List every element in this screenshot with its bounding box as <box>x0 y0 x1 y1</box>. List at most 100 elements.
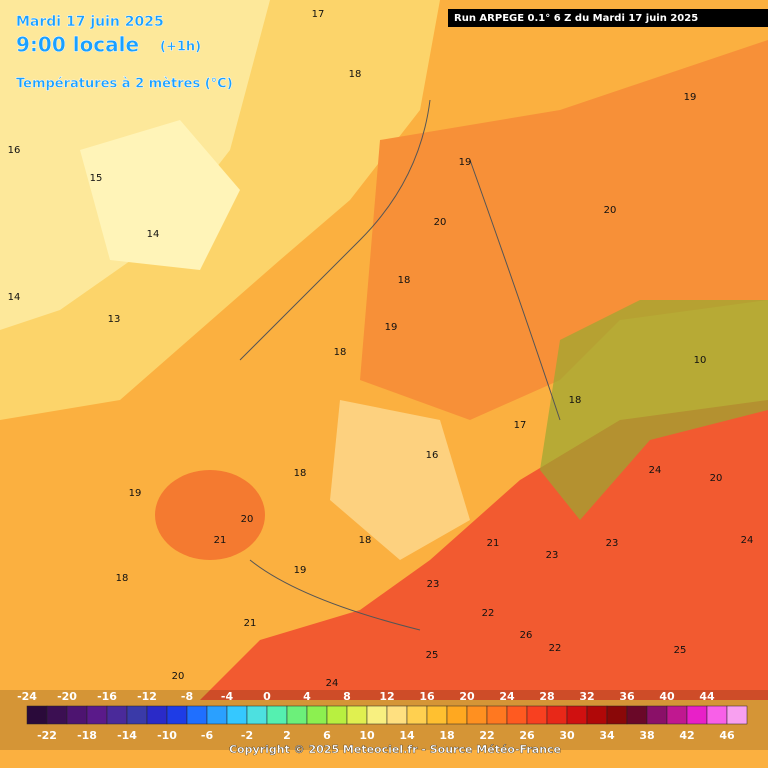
swatch <box>486 705 508 725</box>
swatch <box>186 705 208 725</box>
warm-zone <box>360 40 768 420</box>
color-scale: -24 -20 -16 -12 -8 -4 0 4 8 12 16 20 24 28 32 36 40 44-22… <box>0 690 768 750</box>
temperature-label: 19 <box>385 322 398 333</box>
swatch <box>666 705 688 725</box>
temperature-label: 21 <box>244 618 257 629</box>
swatch <box>506 705 528 725</box>
scale-label: 16 <box>419 690 435 703</box>
temperature-label: 18 <box>116 573 129 584</box>
scale-label: 12 <box>379 690 394 703</box>
temperature-label: 15 <box>90 173 103 184</box>
date: Mardi 17 juin 2025 <box>16 14 164 30</box>
swatch <box>146 705 168 725</box>
temperature-label: 13 <box>108 314 121 325</box>
scale-label: 24 <box>499 690 515 703</box>
scale-label: 20 <box>459 690 475 703</box>
scale-label: -20 <box>57 690 77 703</box>
swatch <box>546 705 568 725</box>
temperature-label: 18 <box>349 69 362 80</box>
massif-central <box>330 400 470 560</box>
temperature-label: 10 <box>694 355 707 366</box>
run-box <box>448 9 768 27</box>
temperature-label: 21 <box>214 535 227 546</box>
swatch <box>306 705 328 725</box>
scale-label: 22 <box>479 729 494 742</box>
scale-label: 44 <box>699 690 715 703</box>
temperature-label: 24 <box>649 465 662 476</box>
swatch <box>206 705 228 725</box>
hot-zone <box>200 400 768 700</box>
temperature-label: 18 <box>334 347 347 358</box>
field-name: Températures à 2 mètres (°C) <box>16 77 233 92</box>
temperature-label: 22 <box>482 608 495 619</box>
swatch <box>266 705 288 725</box>
temperature-label: 24 <box>326 678 339 689</box>
scale-label: 46 <box>719 729 735 742</box>
map-labels: 20 21 19 16 15 14 14 13 17 18 20 20 19 19 19 18 18 16 17 21… <box>8 9 754 689</box>
swatch <box>586 705 608 725</box>
scale-label: 32 <box>579 690 594 703</box>
temperature-label: 19 <box>294 565 307 576</box>
swatch <box>386 705 408 725</box>
swatch <box>726 705 748 725</box>
swatch <box>706 705 728 725</box>
temperature-label: 17 <box>312 9 325 20</box>
swatch <box>26 705 48 725</box>
temperature-label: 20 <box>241 514 254 525</box>
temperature-label: 20 <box>604 205 617 216</box>
swatch <box>246 705 268 725</box>
scale-label: 14 <box>399 729 415 742</box>
temperature-label: 14 <box>8 292 21 303</box>
temperature-label: 17 <box>514 420 527 431</box>
scale-label: 2 <box>283 729 291 742</box>
swatch <box>346 705 368 725</box>
temperature-label: 25 <box>426 650 439 661</box>
run-info: Run ARPEGE 0.1° 6 Z du Mardi 17 juin 202… <box>454 13 698 24</box>
swatch <box>426 705 448 725</box>
copyright: Copyright © 2025 Meteociel.fr - Source M… <box>229 743 561 756</box>
temperature-label: 16 <box>426 450 439 461</box>
swatch <box>366 705 388 725</box>
swatch <box>626 705 648 725</box>
temperature-label: 19 <box>684 92 697 103</box>
temperature-label: 26 <box>520 630 533 641</box>
temperature-label: 18 <box>294 468 307 479</box>
scale-label: 10 <box>359 729 375 742</box>
scale-label: -12 <box>137 690 157 703</box>
scale-label: -2 <box>241 729 253 742</box>
scale-label: 42 <box>679 729 694 742</box>
scale-label: 30 <box>559 729 575 742</box>
temperature-label: 24 <box>741 535 754 546</box>
swatch <box>106 705 128 725</box>
temperature-label: 16 <box>8 145 21 156</box>
swatch <box>66 705 88 725</box>
temperature-label: 18 <box>569 395 582 406</box>
scale-label: -16 <box>97 690 117 703</box>
scale-label: 8 <box>343 690 351 703</box>
scale-label: -18 <box>77 729 97 742</box>
temperature-label: 25 <box>674 645 687 656</box>
swatch <box>566 705 588 725</box>
temperature-label: 18 <box>359 535 372 546</box>
swatch <box>166 705 188 725</box>
swatch <box>126 705 148 725</box>
swatch <box>466 705 488 725</box>
temperature-label: 23 <box>546 550 559 561</box>
scale-label: -8 <box>181 690 193 703</box>
temperature-label: 18 <box>398 275 411 286</box>
scale-label: 38 <box>639 729 654 742</box>
scale-label: -14 <box>117 729 137 742</box>
scale-label: 0 <box>263 690 271 703</box>
temperature-label: 21 <box>487 538 500 549</box>
alps <box>540 300 768 520</box>
scale-label: -10 <box>157 729 177 742</box>
time: 9:00 locale <box>16 33 139 57</box>
swatch <box>526 705 548 725</box>
temperature-label: 20 <box>172 671 185 682</box>
scale-label: -24 <box>17 690 37 703</box>
scale-label: 26 <box>519 729 535 742</box>
scale-label: 36 <box>619 690 635 703</box>
scale-label: 6 <box>323 729 331 742</box>
scale-label: 4 <box>303 690 311 703</box>
swatch <box>406 705 428 725</box>
